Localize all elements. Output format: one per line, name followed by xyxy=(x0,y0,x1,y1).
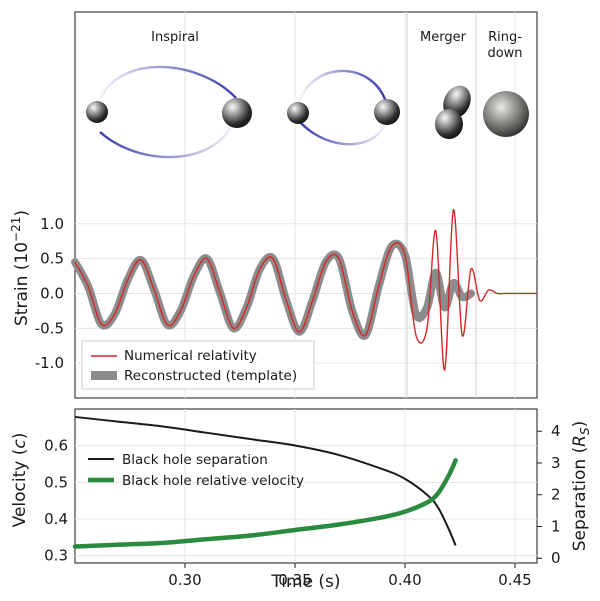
nr-waveform xyxy=(74,209,537,371)
time-xtick-label-2: 0.40 xyxy=(388,571,421,589)
strain-series xyxy=(71,209,537,371)
separation-y-ticks: 0 1 2 3 4 xyxy=(537,422,561,567)
velocity-ytick-label-0: 0.3 xyxy=(44,547,68,565)
separation-y-label: Separation (RS) xyxy=(570,421,592,552)
separation-ytick-label-4: 4 xyxy=(551,422,561,440)
strain-ytick-label-3: -0.5 xyxy=(35,319,64,337)
black-hole-right-1 xyxy=(222,98,252,128)
velocity-ytick-label-2: 0.5 xyxy=(44,473,68,491)
orbit-large-back xyxy=(99,113,238,159)
merger-illustration: Merger xyxy=(420,30,471,139)
strain-y-label-exp: −21 xyxy=(9,217,23,242)
black-hole-left-2 xyxy=(287,102,309,124)
separation-y-label-sub: S xyxy=(578,427,592,435)
legend-label-separation: Black hole separation xyxy=(122,452,268,468)
velocity-y-label: Velocity (c) xyxy=(10,433,30,528)
time-xtick-label-1: 0.35 xyxy=(278,571,311,589)
separation-y-label-main: Separation ( xyxy=(570,447,590,551)
strain-ytick-label-4: -1.0 xyxy=(35,354,64,372)
velocity-y-ticks: 0.3 0.4 0.5 0.6 xyxy=(44,437,68,565)
phase-label-merger: Merger xyxy=(420,30,467,45)
bottom-plot-area xyxy=(74,408,538,564)
ringdown-illustration: Ring- down xyxy=(483,30,529,137)
merging-black-hole-b xyxy=(435,109,463,139)
phase-label-ringdown-2: down xyxy=(487,46,522,61)
velocity-y-label-main: Velocity ( xyxy=(10,449,30,528)
velocity-ytick-label-3: 0.6 xyxy=(44,437,68,455)
separation-curve xyxy=(74,415,457,546)
final-black-hole xyxy=(483,91,529,137)
strain-panel xyxy=(74,11,538,399)
legend-swatch-template xyxy=(91,371,117,380)
strain-legend-box xyxy=(81,340,315,390)
velocity-y-label-var: c xyxy=(10,439,30,449)
black-hole-right-2 xyxy=(374,99,400,125)
orbit-small-back xyxy=(299,119,388,146)
bottom-legend: Black hole separation Black hole relativ… xyxy=(88,452,304,489)
legend-label-velocity: Black hole relative velocity xyxy=(122,473,304,489)
black-hole-left-1 xyxy=(86,101,108,123)
phase-label-ringdown-1: Ring- xyxy=(488,30,522,45)
strain-ytick-label-0: 1.0 xyxy=(40,215,64,233)
bottom-grid xyxy=(75,409,537,563)
strain-legend: Numerical relativity Reconstructed (temp… xyxy=(81,340,315,390)
orbit-small-front xyxy=(296,69,388,107)
strain-plot-area xyxy=(74,11,538,399)
velocity-curve xyxy=(72,458,458,549)
time-x-label: Time (s) xyxy=(270,572,340,592)
inspiral-illustration: Inspiral xyxy=(86,30,400,159)
time-x-ticks: 0.30 0.35 0.40 0.45 xyxy=(168,563,532,589)
separation-ytick-label-2: 2 xyxy=(551,486,561,504)
time-xtick-label-0: 0.30 xyxy=(168,571,201,589)
phase-label-inspiral: Inspiral xyxy=(151,30,199,45)
separation-ytick-label-3: 3 xyxy=(551,454,561,472)
strain-y-label: Strain (10−21) xyxy=(9,210,32,326)
strain-y-ticks: 1.0 0.5 0.0 -0.5 -1.0 xyxy=(35,215,64,372)
separation-ytick-label-0: 0 xyxy=(551,549,561,567)
separation-y-label-var: R xyxy=(570,435,590,447)
strain-ytick-label-2: 0.0 xyxy=(40,284,64,302)
velocity-separation-panel: 0.3 0.4 0.5 0.6 0 1 2 3 4 0.30 0.35 0.40 0.45 Blac… xyxy=(44,408,561,589)
velocity-ytick-label-1: 0.4 xyxy=(44,510,68,528)
separation-ytick-label-1: 1 xyxy=(551,517,561,535)
velocity-y-label-close: ) xyxy=(10,433,30,440)
strain-y-label-main: Strain (10 xyxy=(12,242,32,326)
strain-ytick-label-1: 0.5 xyxy=(40,250,64,268)
legend-label-template: Reconstructed (template) xyxy=(124,368,297,384)
orbit-small xyxy=(287,69,400,146)
orbit-large xyxy=(86,65,252,159)
orbit-large-front xyxy=(95,65,237,109)
time-xtick-label-3: 0.45 xyxy=(498,571,531,589)
separation-y-label-close: ) xyxy=(570,421,590,428)
legend-label-nr: Numerical relativity xyxy=(124,348,257,364)
strain-y-label-close: ) xyxy=(12,210,32,217)
